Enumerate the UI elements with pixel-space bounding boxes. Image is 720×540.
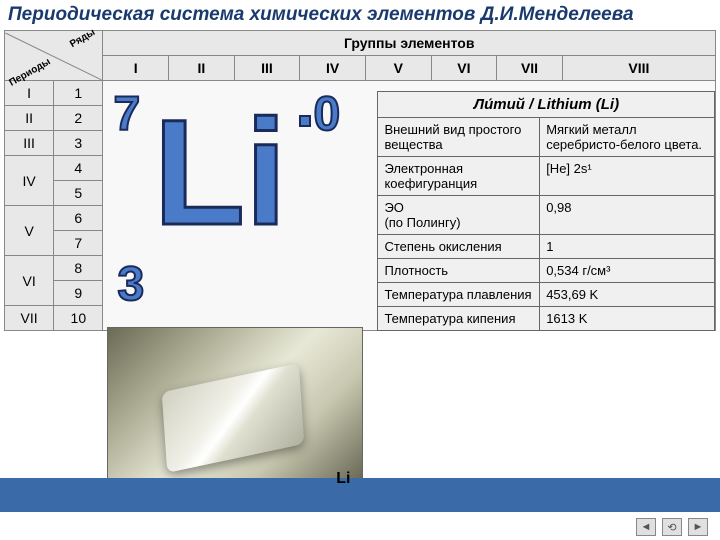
prop-val: [He] 2s¹ [540,157,715,196]
prop-val: 1613 K [540,307,715,331]
period-2: II [5,106,54,131]
groups-header: Группы элементов [103,31,716,56]
prop-key: Плотность [378,259,540,283]
row-7: 7 [54,231,103,256]
row-10: 10 [54,306,103,331]
period-6: VI [5,256,54,306]
element-card: 7 0 Li 3 [113,87,363,317]
element-photo: Li [107,327,363,497]
prop-key: Степень окисления [378,235,540,259]
nav-prev-button[interactable]: ◄ [636,518,656,536]
group-5: V [365,56,431,81]
nav-next-button[interactable]: ► [688,518,708,536]
rows-label: Ряды [68,27,97,50]
atomic-number: 3 [117,257,144,312]
content-area: 7 0 Li 3 Li Ли́тий / Lithium (Li) Внешни… [103,81,716,331]
page-title: Периодическая система химических элемент… [0,0,720,30]
nav-controls: ◄ ⟲ ► [636,518,708,536]
group-7: VII [497,56,563,81]
prop-val: Мягкий металл серебристо-белого цвета. [540,118,715,157]
group-1: I [103,56,169,81]
row-3: 3 [54,131,103,156]
metal-sample [162,363,305,473]
charge-dot [299,115,311,127]
charge-number: 0 [313,87,340,142]
prop-val: 1 [540,235,715,259]
row-1: 1 [54,81,103,106]
row-2: 2 [54,106,103,131]
prop-key: Температура плавления [378,283,540,307]
prop-val: 453,69 K [540,283,715,307]
periodic-grid: Ряды Периоды Группы элементов I II III I… [4,30,716,331]
row-8: 8 [54,256,103,281]
prop-key: Электронная коефигуранция [378,157,540,196]
corner-cell: Ряды Периоды [5,31,103,81]
row-5: 5 [54,181,103,206]
group-6: VI [431,56,497,81]
period-5: V [5,206,54,256]
group-2: II [169,56,235,81]
bottom-bar [0,478,720,512]
element-symbol: Li [153,97,286,247]
period-4: IV [5,156,54,206]
period-3: III [5,131,54,156]
photo-label: Li [336,470,350,488]
prop-key: Температура кипения [378,307,540,331]
group-4: IV [300,56,366,81]
period-7: VII [5,306,54,331]
prop-val: 0,98 [540,196,715,235]
prop-val: 0,534 г/см³ [540,259,715,283]
prop-key: Внешний вид простого вещества [378,118,540,157]
row-6: 6 [54,206,103,231]
row-9: 9 [54,281,103,306]
group-3: III [234,56,300,81]
nav-home-button[interactable]: ⟲ [662,518,682,536]
group-row: I II III IV V VI VII VIII [5,56,716,81]
prop-key: ЭО (по Полингу) [378,196,540,235]
group-8: VIII [562,56,715,81]
row-4: 4 [54,156,103,181]
mass-number: 7 [113,87,140,142]
properties-table: Ли́тий / Lithium (Li) Внешний вид просто… [377,91,715,331]
props-header: Ли́тий / Lithium (Li) [378,92,715,118]
